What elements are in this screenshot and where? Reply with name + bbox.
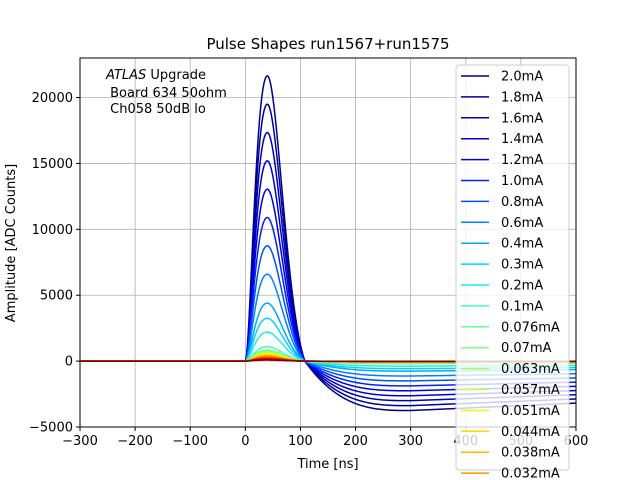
- legend-entry: 0.032mA: [501, 467, 560, 480]
- x-tick-label: −200: [117, 434, 153, 449]
- y-tick-label: 0: [65, 355, 73, 370]
- y-tick-label: 10000: [32, 223, 73, 238]
- legend-entry: 0.07mA: [501, 341, 552, 356]
- legend-entry: 1.4mA: [501, 132, 543, 147]
- legend-entry: 1.2mA: [501, 153, 543, 168]
- legend-entry: 0.076mA: [501, 320, 560, 335]
- x-tick-label: −300: [62, 434, 98, 449]
- legend-entry: 0.3mA: [501, 258, 543, 273]
- legend-entry: 0.063mA: [501, 362, 560, 377]
- legend: 2.0mA 1.8mA 1.6mA 1.4mA 1.2mA 1.0mA 0.8mA 0.6mA…: [455, 64, 570, 480]
- y-axis-label: Amplitude [ADC Counts]: [4, 164, 19, 322]
- legend-entry: 0.8mA: [501, 195, 543, 210]
- legend-entry: 0.057mA: [501, 383, 560, 398]
- x-tick-label: −100: [172, 434, 208, 449]
- legend-entry: 0.4mA: [501, 237, 543, 252]
- x-tick-label: 600: [564, 434, 589, 449]
- annotation-line2: Board 634 50ohm: [106, 86, 227, 101]
- legend-entry: 0.6mA: [501, 216, 543, 231]
- x-tick-label: 0: [241, 434, 249, 449]
- legend-entry: 1.6mA: [501, 111, 543, 126]
- x-tick-label: 200: [343, 434, 368, 449]
- legend-entry: 0.051mA: [501, 404, 560, 419]
- svg-text:ATLAS Upgrade: ATLAS Upgrade: [105, 68, 206, 83]
- chart-title: Pulse Shapes run1567+run1575: [206, 35, 449, 53]
- x-tick-label: 100: [288, 434, 313, 449]
- atlas-annotation: ATLAS Upgrade Board 634 50ohm Ch058 50dB…: [105, 68, 227, 117]
- legend-entry: 1.8mA: [501, 90, 543, 105]
- x-axis-label: Time [ns]: [296, 457, 358, 472]
- annotation-line1-rest: Upgrade: [146, 68, 206, 83]
- legend-entry: 0.2mA: [501, 279, 543, 294]
- y-tick-label: −5000: [29, 421, 73, 436]
- legend-entry: 0.044mA: [501, 425, 560, 440]
- x-tick-label: 300: [398, 434, 423, 449]
- legend-entry: 2.0mA: [501, 70, 543, 85]
- annotation-italic: ATLAS: [105, 68, 146, 83]
- axes-frame: [79, 57, 577, 428]
- legend-entry: 1.0mA: [501, 174, 543, 189]
- annotation-line3: Ch058 50dB lo: [106, 102, 206, 117]
- legend-entry: 0.038mA: [501, 446, 560, 461]
- y-tick-label: 5000: [40, 289, 73, 304]
- y-tick-label: 20000: [32, 91, 73, 106]
- y-tick-label: 15000: [32, 157, 73, 172]
- legend-entry: 0.1mA: [501, 299, 543, 314]
